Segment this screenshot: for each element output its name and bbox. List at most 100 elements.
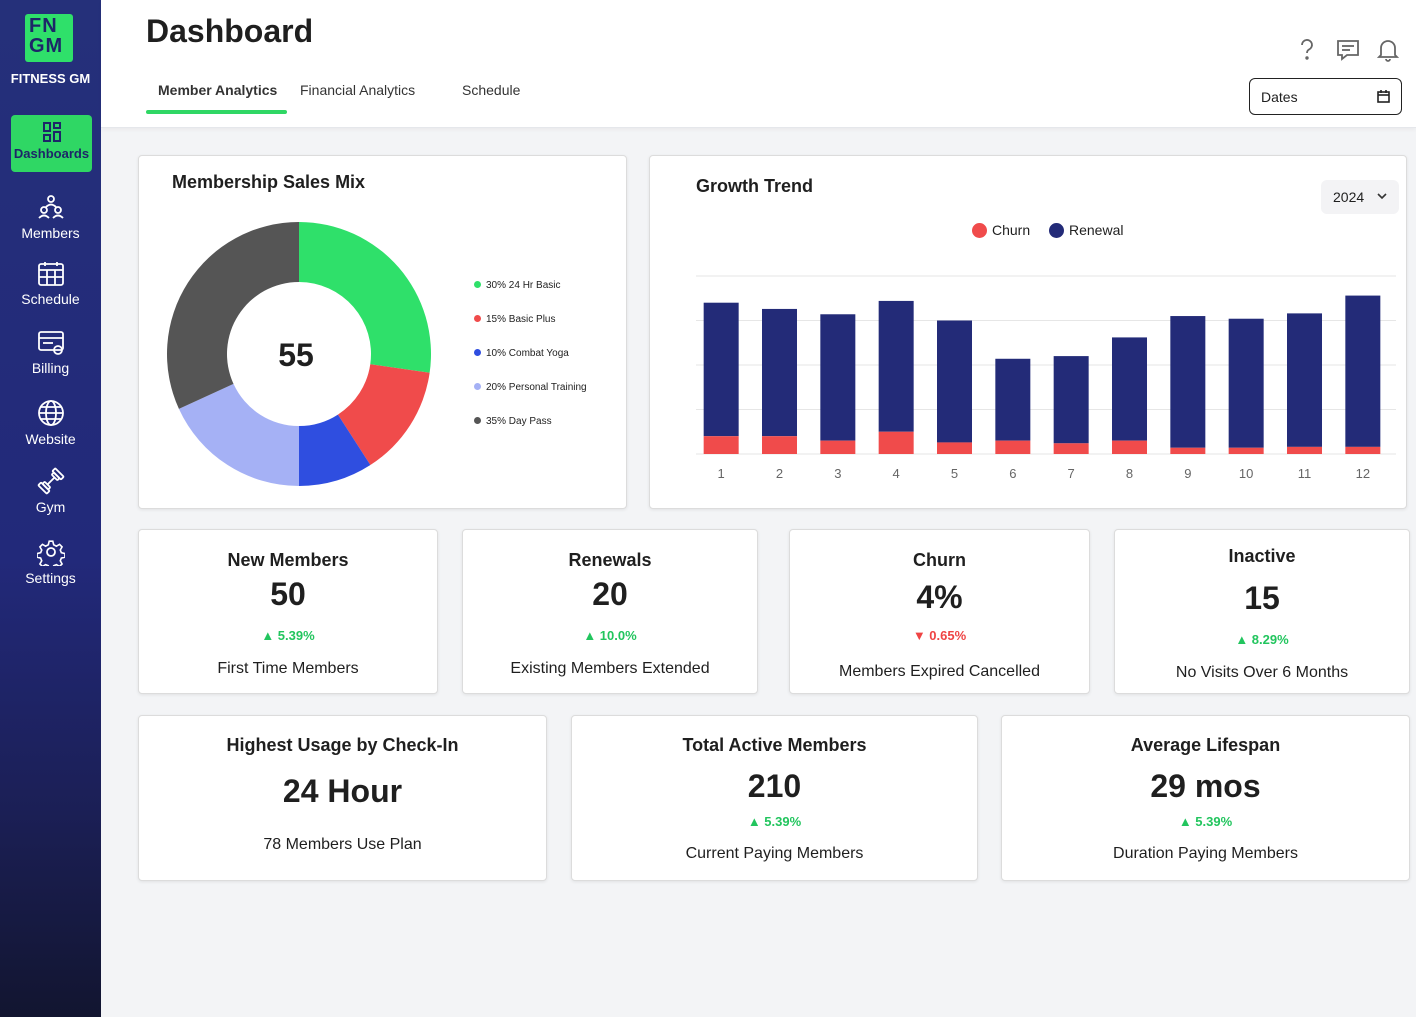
bell-icon[interactable] — [1377, 38, 1399, 62]
stat-card-new-members: New Members 50 ▲ 5.39% First Time Member… — [138, 529, 438, 694]
stat-value: 29 mos — [1150, 768, 1261, 804]
tab-member-analytics[interactable]: Member Analytics — [158, 82, 278, 98]
stat-change: ▲ 5.39% — [572, 814, 977, 829]
trend-up-icon: ▲ — [1178, 814, 1196, 829]
x-tick-label: 4 — [893, 466, 900, 481]
logo[interactable]: FN GM — [25, 14, 73, 62]
calendar-icon — [37, 262, 64, 286]
legend-label: 35% Day Pass — [486, 416, 552, 427]
x-tick-label: 2 — [776, 466, 783, 481]
dates-picker[interactable]: Dates — [1249, 78, 1402, 115]
year-select[interactable]: 2024 — [1321, 180, 1399, 214]
bar-churn-12[interactable] — [1345, 446, 1381, 454]
stat-subtitle: Duration Paying Members — [1113, 845, 1298, 862]
bar-renewal-9[interactable] — [1170, 316, 1206, 448]
legend-swatch — [474, 383, 481, 390]
x-tick-label: 3 — [834, 466, 841, 481]
stat-subtitle: No Visits Over 6 Months — [1175, 664, 1349, 681]
tab-financial-analytics[interactable]: Financial Analytics — [300, 82, 416, 98]
trend-up-icon: ▲ — [261, 628, 278, 643]
bar-renewal-5[interactable] — [937, 320, 972, 443]
sidebar-item-settings[interactable]: Settings — [0, 538, 101, 586]
stat-subtitle: Existing Members Extended — [510, 660, 710, 677]
donut-slice-combat-yoga[interactable] — [299, 414, 371, 486]
sidebar-item-members[interactable]: Members — [0, 193, 101, 241]
bar-churn-2[interactable] — [762, 436, 797, 454]
donut-slice-day-pass[interactable] — [166, 222, 299, 409]
bar-renewal-2[interactable] — [762, 308, 797, 437]
sidebar-item-label: Dashboards — [13, 146, 90, 161]
stat-title: Inactive — [1228, 546, 1296, 566]
bar-churn-3[interactable] — [820, 440, 856, 454]
bar-renewal-7[interactable] — [1053, 356, 1089, 444]
bar-churn-4[interactable] — [878, 431, 914, 454]
tab-schedule[interactable]: Schedule — [462, 82, 521, 98]
bar-renewal-8[interactable] — [1112, 337, 1147, 441]
bar-churn-8[interactable] — [1112, 440, 1147, 454]
bar-churn-11[interactable] — [1287, 446, 1322, 454]
help-icon[interactable] — [1299, 38, 1315, 62]
stat-value: 15 — [1244, 580, 1280, 616]
dumbbell-icon — [37, 467, 64, 495]
card-title: Growth Trend — [696, 176, 813, 196]
sidebar-item-label: Billing — [31, 360, 70, 376]
stat-change-value: 5.39% — [1195, 814, 1233, 829]
bar-renewal-3[interactable] — [820, 314, 856, 441]
bar-churn-9[interactable] — [1170, 447, 1206, 454]
trend-up-icon: ▲ — [747, 814, 765, 829]
donut-slice-basic-plus[interactable] — [337, 364, 430, 466]
stat-change: ▲ 5.39% — [1002, 814, 1409, 829]
stat-title: Total Active Members — [682, 735, 867, 755]
stat-card-churn: Churn 4% ▼ 0.65% Members Expired Cancell… — [789, 529, 1090, 694]
stat-value: 20 — [592, 576, 628, 612]
x-tick-label: 11 — [1298, 466, 1312, 481]
trend-down-icon: ▼ — [912, 628, 930, 643]
sidebar-item-billing[interactable]: Billing — [0, 330, 101, 376]
legend-item: 35% Day Pass — [474, 416, 552, 427]
legend-item-churn: Churn — [972, 222, 1030, 238]
sales-mix-donut-chart: 55 — [166, 222, 431, 486]
x-tick-label: 5 — [951, 466, 958, 481]
bar-churn-1[interactable] — [703, 436, 739, 454]
legend-label: 10% Combat Yoga — [486, 348, 569, 359]
sidebar-item-gym[interactable]: Gym — [0, 467, 101, 515]
stat-title: Average Lifespan — [1130, 735, 1281, 755]
stat-card-total-active-members: Total Active Members 210 ▲ 5.39% Current… — [571, 715, 978, 881]
bar-renewal-6[interactable] — [995, 358, 1031, 441]
sidebar-item-schedule[interactable]: Schedule — [0, 261, 101, 307]
chat-icon[interactable] — [1336, 38, 1360, 62]
legend-item: 20% Personal Training — [474, 382, 587, 393]
stat-card-renewals: Renewals 20 ▲ 10.0% Existing Members Ext… — [462, 529, 758, 694]
bar-churn-6[interactable] — [995, 440, 1031, 454]
legend-label: Churn — [992, 222, 1031, 238]
x-tick-label: 8 — [1126, 466, 1133, 481]
bar-renewal-12[interactable] — [1345, 295, 1381, 447]
bar-churn-5[interactable] — [937, 442, 972, 454]
top-header: Dashboard Member Analytics Financial Ana… — [101, 0, 1416, 128]
sidebar-item-label: Schedule — [21, 291, 80, 307]
bar-churn-10[interactable] — [1228, 447, 1264, 454]
chevron-down-icon — [1377, 193, 1387, 200]
sidebar-item-dashboards[interactable]: Dashboards — [11, 115, 92, 172]
x-tick-label: 6 — [1009, 466, 1016, 481]
bar-churn-7[interactable] — [1053, 443, 1089, 454]
bar-renewal-11[interactable] — [1287, 313, 1322, 447]
bar-renewal-10[interactable] — [1228, 318, 1264, 448]
stat-value: 24 Hour — [282, 773, 403, 809]
gear-icon — [36, 540, 65, 566]
bar-renewal-1[interactable] — [703, 302, 739, 437]
sidebar-item-website[interactable]: Website — [0, 399, 101, 447]
stat-subtitle: First Time Members — [217, 660, 359, 677]
stat-change-value: 0.65% — [929, 628, 967, 643]
donut-slice-personal-training[interactable] — [178, 383, 299, 486]
donut-slice-24-hr-basic[interactable] — [299, 222, 431, 373]
legend-swatch — [474, 417, 481, 424]
brand-name: FITNESS GM — [10, 71, 91, 86]
legend-swatch — [474, 281, 481, 288]
calendar-icon — [1377, 90, 1390, 103]
bar-renewal-4[interactable] — [878, 300, 914, 432]
page-title: Dashboard — [146, 13, 314, 49]
stat-change: ▲ 10.0% — [463, 628, 757, 643]
dates-label: Dates — [1261, 89, 1298, 105]
